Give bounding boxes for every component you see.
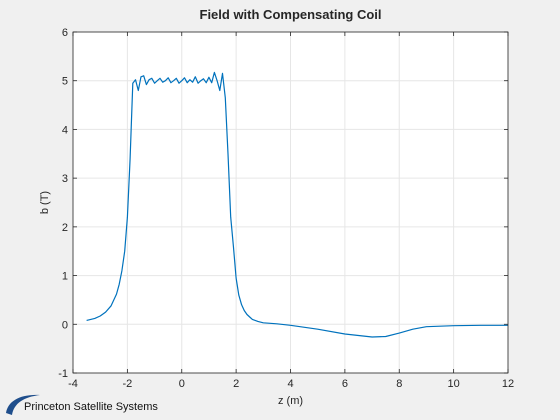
data-layer — [86, 71, 508, 338]
company-logo: Princeton Satellite Systems — [4, 391, 164, 417]
y-tick-label: 5 — [62, 76, 68, 88]
y-tick-label: 6 — [62, 27, 68, 39]
x-tick-label: 0 — [179, 378, 185, 390]
x-tick-label: 12 — [502, 378, 514, 390]
swoosh-logo-icon — [6, 394, 40, 415]
x-tick-label: 4 — [287, 378, 293, 390]
y-axis-label: b (T) — [39, 191, 51, 214]
x-tick-label: 2 — [233, 378, 239, 390]
plot-border — [72, 31, 509, 374]
company-name: Princeton Satellite Systems — [24, 401, 158, 413]
x-tick-label: 6 — [342, 378, 348, 390]
x-axis-label: z (m) — [278, 395, 303, 407]
y-tick-label: 4 — [62, 124, 68, 136]
y-tick-label: -1 — [58, 368, 68, 380]
y-tick-label: 1 — [62, 271, 68, 283]
x-tick-label: -2 — [122, 378, 132, 390]
x-tick-label: -4 — [68, 378, 78, 390]
x-tick-label: 8 — [396, 378, 402, 390]
y-tick-label: 3 — [62, 173, 68, 185]
y-tick-label: 0 — [62, 319, 68, 331]
x-tick-label: 10 — [448, 378, 460, 390]
chart-title: Field with Compensating Coil — [200, 7, 382, 22]
y-tick-label: 2 — [62, 222, 68, 234]
series-line-0 — [86, 71, 508, 338]
